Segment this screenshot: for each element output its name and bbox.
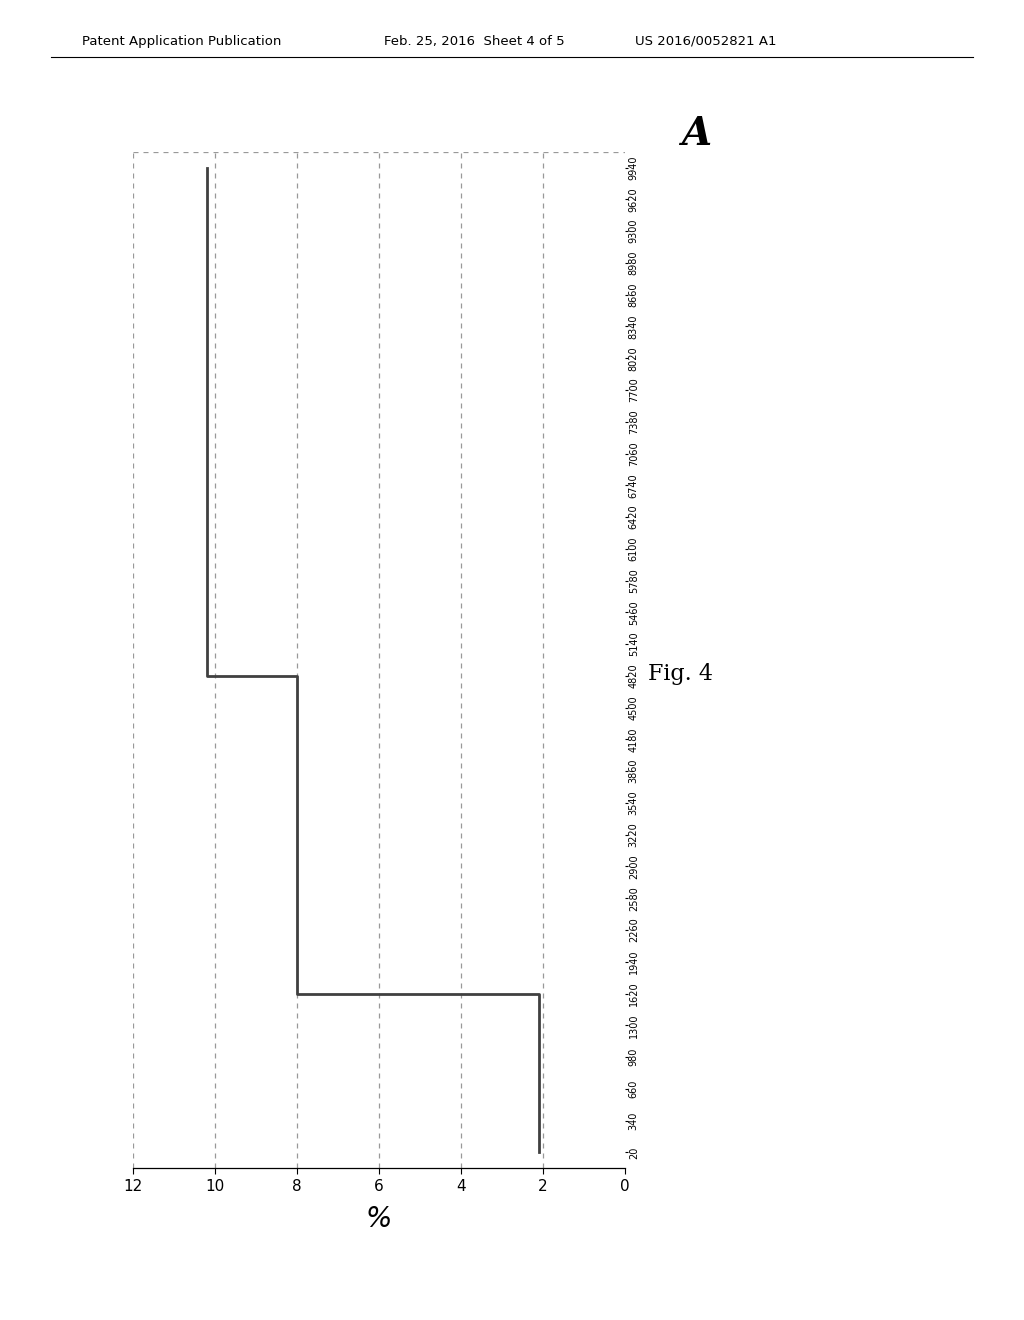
Text: US 2016/0052821 A1: US 2016/0052821 A1 — [635, 34, 776, 48]
Text: Patent Application Publication: Patent Application Publication — [82, 34, 282, 48]
Text: A: A — [681, 115, 712, 153]
X-axis label: %: % — [366, 1205, 392, 1233]
Text: Fig. 4: Fig. 4 — [648, 664, 714, 685]
Text: Feb. 25, 2016  Sheet 4 of 5: Feb. 25, 2016 Sheet 4 of 5 — [384, 34, 564, 48]
